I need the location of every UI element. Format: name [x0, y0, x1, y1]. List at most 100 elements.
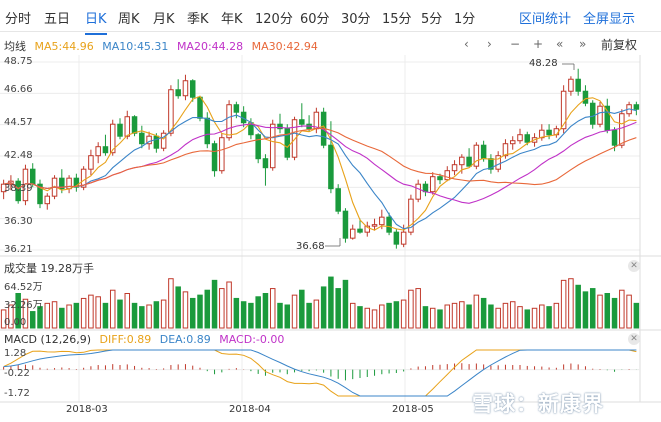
candle-body [299, 119, 305, 125]
volume-bar [139, 306, 145, 329]
volume-bar [531, 307, 538, 329]
tab-4[interactable]: 月K [153, 12, 175, 27]
tab-6[interactable]: 年K [221, 12, 243, 27]
volume-bar [626, 294, 632, 329]
macd-value: MACD:-0.00 [219, 333, 285, 346]
volume-bar [299, 289, 305, 329]
ma30-line [3, 127, 637, 190]
tab-3[interactable]: 周K [118, 12, 140, 27]
candle-body [146, 135, 152, 145]
volume-bar [269, 288, 276, 329]
tab-10[interactable]: 15分 [382, 12, 412, 27]
price-axis-label: 42.48 [4, 150, 33, 161]
candle-body [459, 156, 465, 166]
tab-9[interactable]: 30分 [341, 12, 371, 27]
candle-body [284, 128, 291, 158]
volume-bar [553, 302, 560, 329]
range-stats-link[interactable]: 区间统计 [519, 12, 572, 27]
volume-bar [211, 279, 218, 329]
volume-title: 成交量 19.28万手 [4, 262, 94, 275]
volume-bar [582, 291, 589, 329]
volume-axis-label: 64.52万 [4, 282, 43, 293]
candle-body [604, 105, 611, 131]
volume-bar [153, 301, 160, 329]
candle-body [451, 164, 458, 172]
volume-bar [306, 302, 312, 329]
right-arrow-icon[interactable]: › [487, 37, 492, 51]
volume-bar [502, 302, 509, 329]
volume-bar [364, 307, 371, 329]
candle-body [539, 129, 545, 139]
volume-axis-label: 0.00 [4, 317, 27, 328]
price-axis-label: 44.57 [4, 117, 33, 128]
candle-body [211, 143, 218, 172]
fast-forward-icon[interactable]: » [579, 37, 587, 51]
volume-bar [73, 302, 80, 329]
candle-body [488, 158, 494, 170]
candle-body [568, 78, 574, 92]
candle-body [44, 195, 51, 205]
macd-dea-line [3, 349, 637, 397]
macd-dea: DEA:0.89 [159, 333, 211, 346]
volume-bar [277, 302, 283, 329]
volume-bar [15, 292, 21, 329]
volume-bar [182, 291, 189, 329]
candle-body [189, 80, 196, 98]
candle-body [371, 224, 378, 227]
candle-body [422, 183, 429, 193]
candle-body [131, 116, 138, 134]
candle-body [517, 134, 523, 142]
ma5-value: MA5:44.96 [34, 40, 94, 53]
tab-1[interactable]: 五日 [44, 12, 71, 27]
x-axis-label: 2018-04 [229, 404, 271, 415]
candle-body [364, 225, 371, 233]
candle-body [611, 129, 618, 146]
tab-12[interactable]: 1分 [454, 12, 476, 27]
candle-body [473, 144, 480, 167]
tab-8[interactable]: 60分 [300, 12, 330, 27]
candle-body [444, 170, 451, 181]
tab-2[interactable]: 日K [85, 8, 107, 35]
volume-bar [102, 302, 109, 329]
volume-bar [509, 301, 516, 329]
volume-bar [197, 294, 203, 329]
macd-legend: MACD (12,26,9) DIFF:0.89 DEA:0.89 MACD:-… [4, 333, 289, 346]
ma10-value: MA10:45.31 [102, 40, 169, 53]
candle-body [342, 210, 349, 239]
candle-body [160, 132, 167, 149]
close-macd-icon[interactable]: ✕ [628, 333, 640, 345]
volume-bar [22, 298, 29, 329]
candle-body [328, 144, 334, 190]
zoom-in-icon[interactable]: + [533, 37, 544, 51]
tab-5[interactable]: 季K [187, 12, 209, 27]
volume-bar [429, 307, 436, 329]
low-price-annotation: 36.68 [296, 241, 325, 252]
close-volume-icon[interactable]: ✕ [628, 260, 640, 272]
tab-7[interactable]: 120分 [255, 12, 293, 27]
tab-11[interactable]: 5分 [421, 12, 443, 27]
candle-body [335, 188, 341, 212]
price-axis-label: 36.30 [4, 216, 33, 227]
candle-body [349, 228, 356, 239]
volume-bar [37, 306, 43, 329]
volume-bar [291, 294, 298, 329]
adjust-mode-button[interactable]: 前复权 [601, 38, 638, 52]
volume-bar [335, 288, 341, 329]
left-arrow-icon[interactable]: ‹ [464, 37, 469, 51]
candle-body [277, 123, 283, 130]
ma5-line [3, 95, 637, 231]
candle-body [386, 216, 392, 233]
candle-body [480, 144, 487, 160]
fullscreen-link[interactable]: 全屏显示 [583, 12, 636, 27]
macd-axis-label: -0.22 [4, 368, 30, 379]
candle-body [95, 146, 101, 157]
volume-bar [29, 311, 36, 329]
volume-bar [204, 289, 211, 329]
volume-bar [488, 304, 494, 329]
volume-bar [539, 304, 545, 329]
zoom-out-icon[interactable]: − [510, 37, 521, 51]
ma-legend: 均线 MA5:44.96 MA10:45.31 MA20:44.28 MA30:… [4, 38, 323, 54]
fast-backward-icon[interactable]: « [556, 37, 564, 51]
tab-0[interactable]: 分时 [5, 12, 32, 27]
